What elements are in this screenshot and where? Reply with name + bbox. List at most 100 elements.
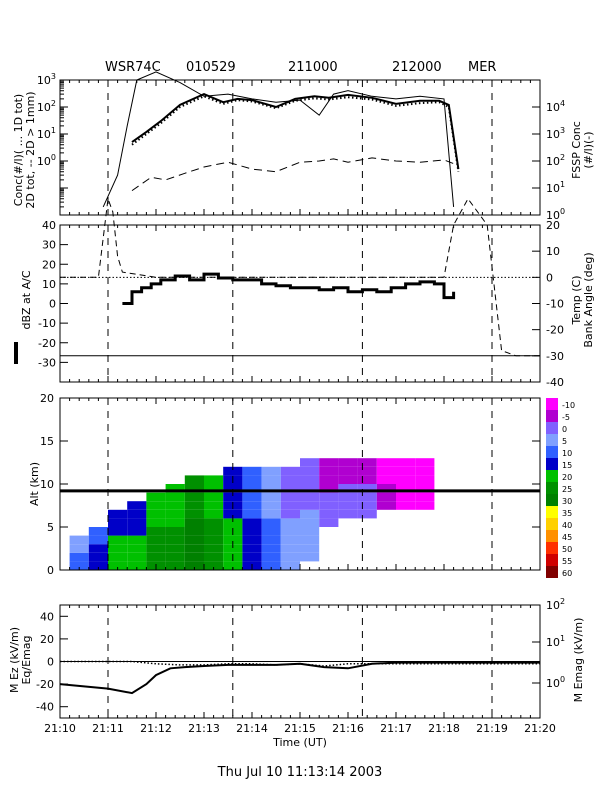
dbz-tick-label: 0: [49, 298, 56, 311]
radar-cell: [357, 509, 377, 519]
radar-cell: [261, 518, 281, 527]
header-date-code: 010529: [186, 60, 236, 75]
fssp-ylabel-tick: 103: [546, 126, 565, 141]
radar-cell: [300, 466, 320, 476]
radar-cell: [261, 501, 281, 510]
radar-cell: [280, 527, 300, 536]
time-axis-label: Time (UT): [272, 736, 327, 749]
radar-cell: [88, 544, 108, 553]
radar-cell: [300, 509, 320, 519]
emag-tick-label: 101: [546, 634, 565, 649]
ez-tick-label: -20: [36, 678, 54, 691]
colorbar-swatch: [546, 398, 558, 410]
colorbar-label: -10: [562, 401, 575, 410]
radar-cell: [415, 458, 435, 467]
radar-cell: [204, 552, 224, 562]
radar-cell: [357, 501, 377, 510]
radar-cell: [146, 527, 166, 536]
radar-cell: [242, 466, 262, 476]
radar-cell: [69, 544, 89, 553]
radar-cell: [300, 518, 320, 527]
radar-cell: [242, 475, 262, 484]
colorbar-label: 45: [562, 533, 572, 542]
radar-cell: [280, 544, 300, 553]
colorbar-label: 15: [562, 461, 572, 470]
colorbar-swatch: [546, 434, 558, 446]
radar-cell: [146, 509, 166, 519]
dbz-tick-label: 40: [42, 219, 56, 232]
panel3-frame: [59, 397, 541, 571]
radar-cell: [319, 492, 339, 502]
emag-tick-label: 100: [546, 675, 565, 690]
colorbar-swatch: [546, 446, 558, 458]
header-site: MER: [468, 60, 497, 75]
colorbar-label: 60: [562, 569, 572, 578]
temp-tick-label: 10: [546, 245, 560, 258]
time-tick-label: 21:15: [284, 722, 316, 735]
colorbar-swatch: [546, 506, 558, 518]
radar-cell: [242, 527, 262, 536]
radar-cell: [396, 492, 416, 502]
radar-cell: [108, 509, 128, 519]
radar-cell: [338, 475, 358, 484]
radar-cell: [280, 475, 300, 484]
radar-cell: [300, 501, 320, 510]
radar-cell: [280, 466, 300, 476]
radar-cell: [165, 561, 185, 570]
radar-cell: [396, 458, 416, 467]
radar-cell: [127, 527, 147, 536]
radar-cell: [242, 518, 262, 527]
radar-cell: [88, 527, 108, 536]
radar-cell: [146, 492, 166, 502]
radar-cell: [396, 466, 416, 476]
radar-cell: [69, 535, 89, 545]
bank-angle-series: [60, 197, 540, 357]
radar-cell: [261, 535, 281, 545]
radar-cell: [127, 544, 147, 553]
radar-cell: [319, 475, 339, 484]
radar-cell: [108, 544, 128, 553]
radar-cell: [396, 501, 416, 510]
ez-tick-label: 20: [40, 633, 54, 646]
temp-tick-label: 20: [546, 219, 560, 232]
radar-cell: [319, 466, 339, 476]
radar-cell: [127, 518, 147, 527]
conc-ylabel-tick: 102: [37, 99, 56, 114]
conc-axis-label-1: Conc(#/l)( ... 1D tot): [12, 94, 25, 206]
radar-cell: [300, 475, 320, 484]
colorbar-swatch: [546, 566, 558, 578]
conc-ylabel-tick: 103: [37, 72, 56, 87]
radar-cell: [108, 535, 128, 545]
temp-tick-label: -20: [546, 324, 564, 337]
radar-cell: [415, 484, 435, 493]
radar-cell: [69, 552, 89, 562]
radar-cell: [165, 527, 185, 536]
radar-cell: [261, 484, 281, 493]
emag-axis-label: M Emag (kV/m): [572, 618, 585, 703]
ez-tick-label: 40: [40, 610, 54, 623]
colorbar-label: -5: [562, 413, 570, 422]
radar-cell: [223, 466, 243, 476]
radar-cell: [223, 492, 243, 502]
colorbar-label: 35: [562, 509, 572, 518]
radar-cell: [261, 466, 281, 476]
ez-tick-label: 0: [47, 656, 54, 669]
radar-cell: [223, 544, 243, 553]
radar-cell: [319, 509, 339, 519]
colorbar-swatch: [546, 554, 558, 566]
colorbar-label: 30: [562, 497, 572, 506]
colorbar-label: 5: [562, 437, 567, 446]
colorbar-label: 0: [562, 425, 567, 434]
radar-cell: [146, 552, 166, 562]
radar-cell: [338, 466, 358, 476]
colorbar-label: 55: [562, 557, 572, 566]
radar-cell: [88, 561, 108, 570]
radar-cell: [204, 509, 224, 519]
panel4-frame: [59, 604, 541, 719]
fssp-ylabel-tick: 100: [546, 207, 565, 222]
radar-cell: [376, 475, 396, 484]
radar-cell: [357, 484, 377, 493]
temp-tick-label: 0: [546, 271, 553, 284]
radar-cell: [396, 475, 416, 484]
radar-cell: [146, 518, 166, 527]
